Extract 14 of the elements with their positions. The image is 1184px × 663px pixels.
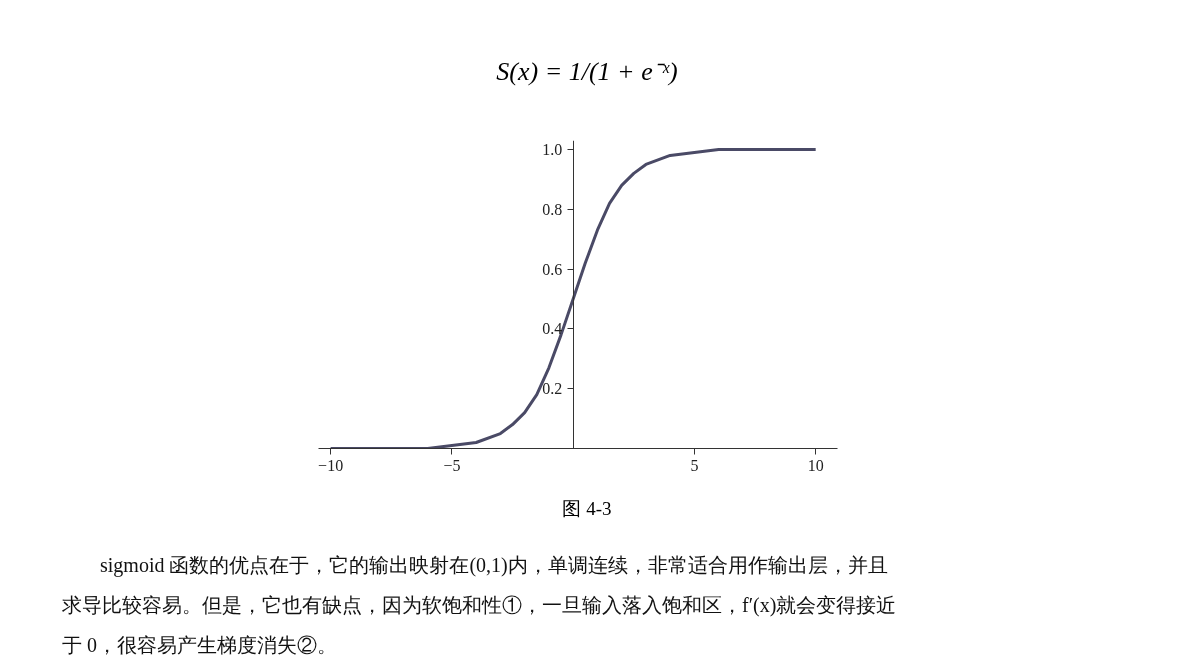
y-tick-label: 0.2 (542, 380, 563, 398)
chart-title: S(x) = 1/(1 + e⁻ˣ) (496, 56, 678, 88)
caption: 图 4-3 (562, 497, 612, 521)
y-tick-label: 1.0 (542, 140, 563, 158)
x-tick-label: −5 (443, 456, 461, 474)
y-tick-label: 0.6 (542, 260, 563, 278)
text: sigmoid 函数的优点在于，它的输出映射在(0,1)内，单调连续，非常适合用作输出层，并且 (99, 553, 889, 579)
x-tick-label: 5 (690, 456, 699, 474)
y-tick-label: 0.8 (542, 200, 563, 218)
text: 求导比较容易。但是，它也有缺点，因为软饱和性①，一旦输入落入饱和区，f′(x)就会变得接近 (62, 593, 897, 619)
text: 于 0，很容易产生梯度消失②。 (62, 633, 338, 658)
y-tick-label: 0.4 (542, 320, 563, 338)
x-tick-label: 10 (807, 456, 824, 474)
x-tick-label: −10 (318, 456, 344, 474)
